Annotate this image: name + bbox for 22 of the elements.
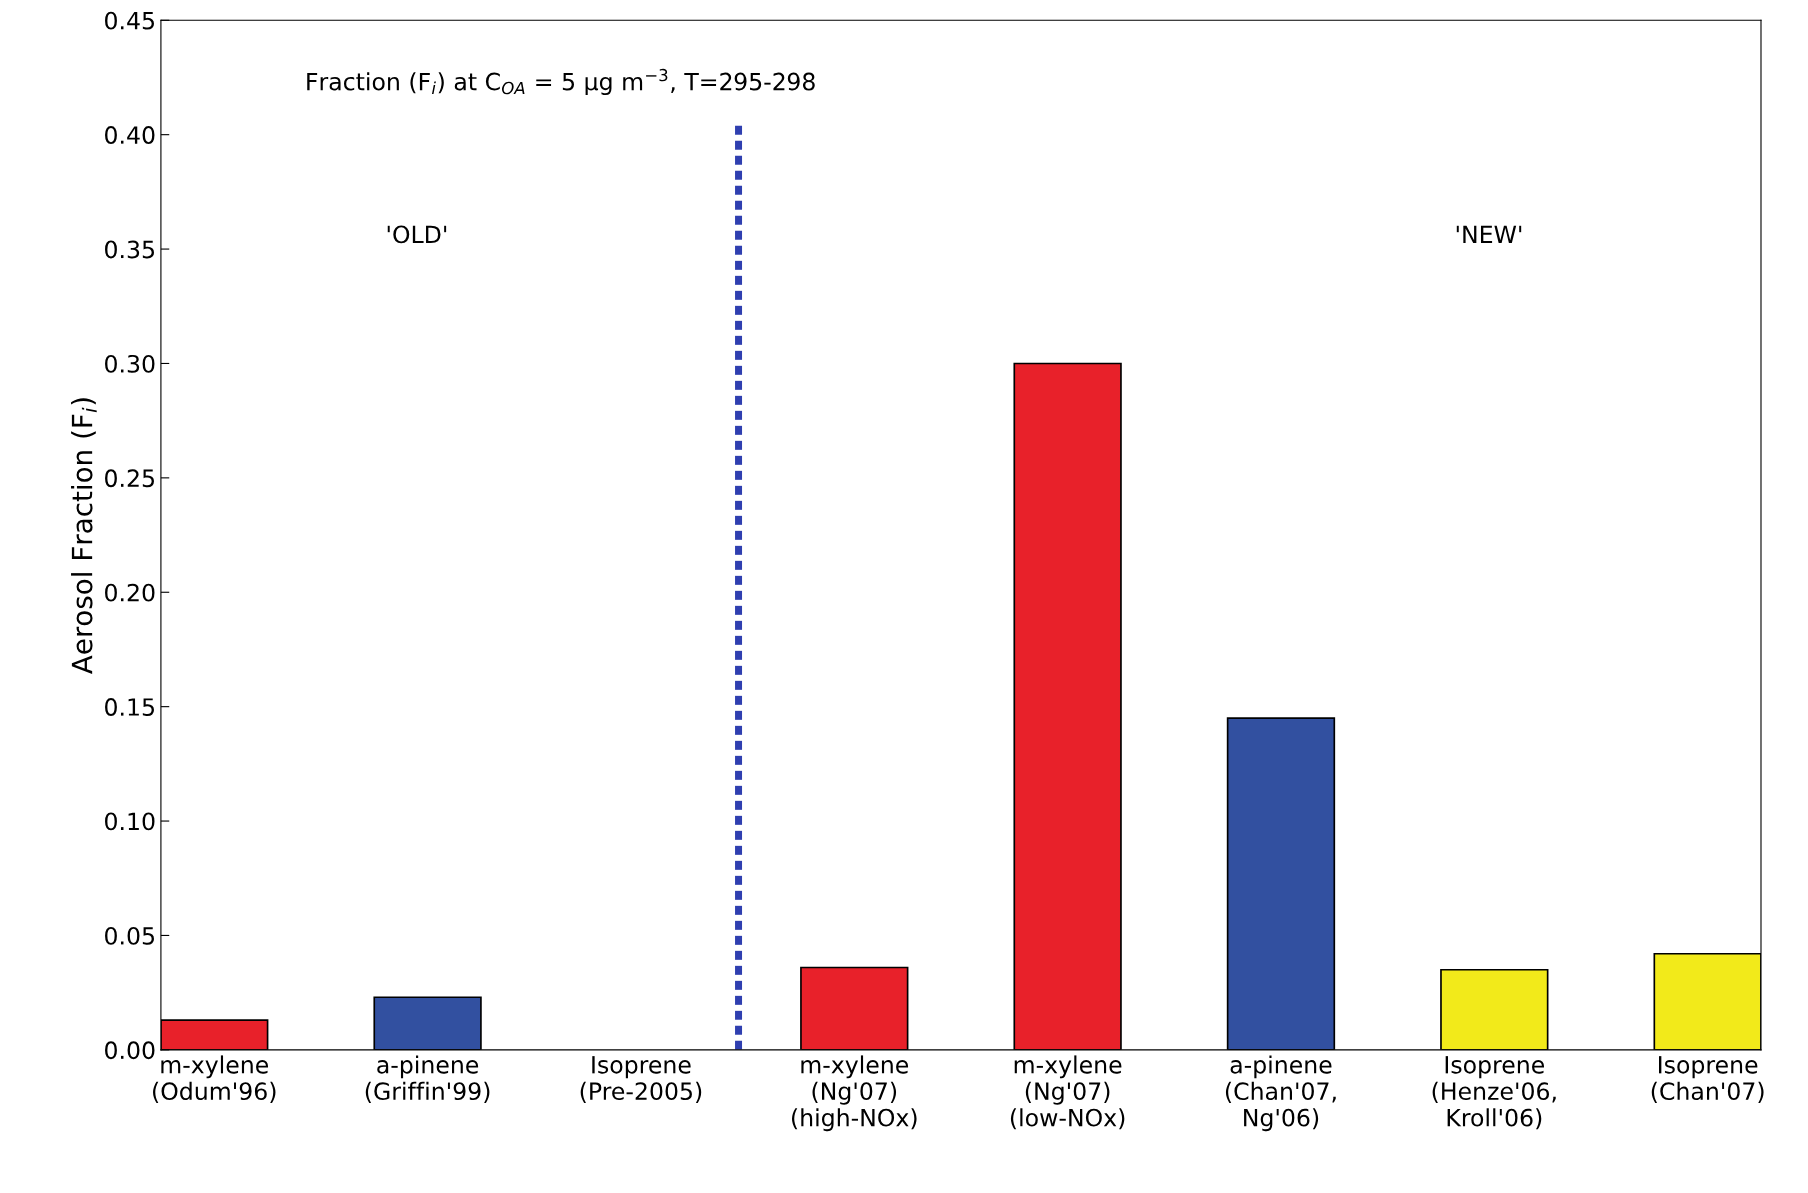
x-tick-label: m-xylene (Ng'07) (high-NOx) — [791, 1055, 917, 1132]
y-axis-title: Aerosol Fraction (F$_{i}$) — [71, 398, 97, 675]
y-tick-label: 0.10 — [105, 812, 155, 831]
annotation: 'NEW' — [1456, 225, 1522, 243]
x-tick-label: Isoprene (Chan'07) — [1651, 1056, 1764, 1103]
annotation: 'OLD' — [387, 225, 447, 244]
y-tick-label: 0.40 — [105, 126, 155, 144]
y-tick-label: 0.20 — [105, 583, 155, 602]
x-tick-label: a-pinene (Chan'07, Ng'06) — [1225, 1055, 1336, 1132]
y-tick-label: 0.30 — [105, 354, 155, 373]
y-tick-label: 0.15 — [105, 698, 154, 716]
x-tick-label: Isoprene (Pre-2005) — [580, 1056, 702, 1103]
x-tick-label: m-xylene (Ng'07) (low-NOx) — [1010, 1055, 1125, 1130]
x-tick-label: Isoprene (Henze'06, Kroll'06) — [1432, 1056, 1556, 1130]
y-tick-label: 0.45 — [105, 11, 154, 30]
y-tick-label: 0.05 — [105, 926, 154, 945]
y-tick-label: 0.35 — [105, 240, 154, 259]
y-tick-label: 0.00 — [105, 1041, 155, 1060]
x-tick-label: a-pinene (Griffin'99) — [365, 1055, 490, 1103]
x-tick-label: m-xylene (Odum'96) — [153, 1055, 276, 1103]
annotation: Fraction (F$_{i}$) at C$_{OA}$ = 5 μg m$^{−3}$, T=295-298 — [307, 68, 815, 96]
y-tick-label: 0.25 — [105, 469, 154, 488]
